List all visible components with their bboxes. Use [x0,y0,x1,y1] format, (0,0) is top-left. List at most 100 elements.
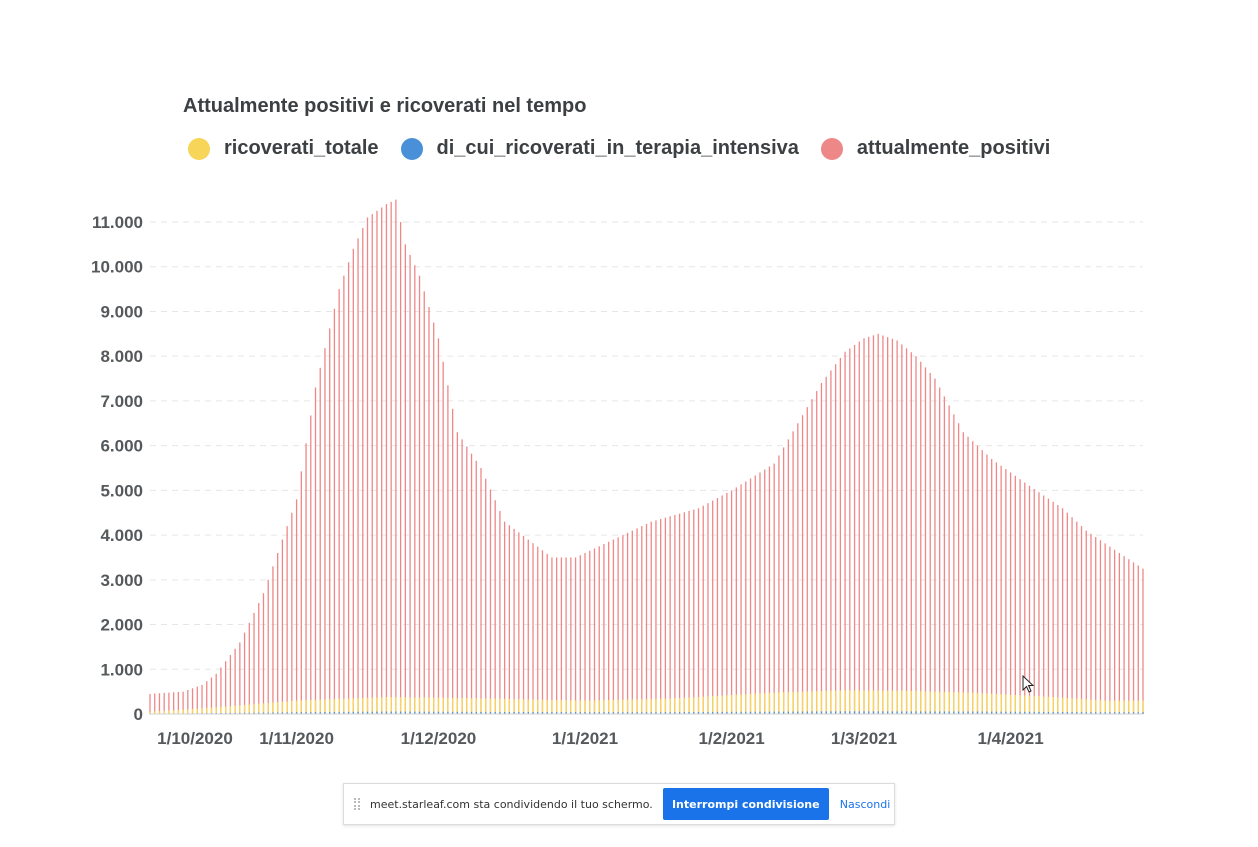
bar-attualmente_positivi [759,472,761,714]
bar-attualmente_positivi [461,439,463,714]
bar-di_cui_ricoverati_in_terapia_intensiva [1118,712,1121,714]
bar-ricoverati_totale [456,698,459,714]
bar-di_cui_ricoverati_in_terapia_intensiva [598,712,600,714]
bar-ricoverati_totale [1128,700,1130,714]
bar-attualmente_positivi [314,387,317,714]
bar-di_cui_ricoverati_in_terapia_intensiva [1085,712,1087,714]
bar-attualmente_positivi [584,552,586,714]
bar-ricoverati_totale [844,690,846,714]
bar-attualmente_positivi [352,248,354,714]
bar-di_cui_ricoverati_in_terapia_intensiva [229,712,232,714]
bar-attualmente_positivi [229,654,232,714]
bar-di_cui_ricoverati_in_terapia_intensiva [527,712,529,714]
bar-attualmente_positivi [1142,568,1144,714]
bar-ricoverati_totale [527,699,529,714]
bar-di_cui_ricoverati_in_terapia_intensiva [258,712,260,714]
bar-attualmente_positivi [641,526,643,714]
bar-ricoverati_totale [314,699,317,714]
bar-di_cui_ricoverati_in_terapia_intensiva [929,711,931,714]
stop-sharing-button[interactable]: Interrompi condivisione [662,788,829,820]
drag-handle-icon[interactable] [354,798,360,810]
bar-attualmente_positivi [882,335,884,714]
bar-di_cui_ricoverati_in_terapia_intensiva [461,711,463,714]
bar-ricoverati_totale [976,692,979,714]
bar-ricoverati_totale [541,699,544,714]
bar-di_cui_ricoverati_in_terapia_intensiva [385,711,388,714]
bar-di_cui_ricoverati_in_terapia_intensiva [1095,712,1097,714]
bar-ricoverati_totale [168,710,170,714]
bar-di_cui_ricoverati_in_terapia_intensiva [1028,711,1031,714]
y-tick-label: 10.000 [91,258,143,277]
bar-di_cui_ricoverati_in_terapia_intensiva [740,711,742,714]
bar-di_cui_ricoverati_in_terapia_intensiva [428,711,430,714]
bar-di_cui_ricoverati_in_terapia_intensiva [669,712,671,714]
bar-attualmente_positivi [891,338,894,714]
bar-attualmente_positivi [1137,565,1139,714]
bar-di_cui_ricoverati_in_terapia_intensiva [442,711,444,714]
bar-ricoverati_totale [948,692,950,714]
bar-ricoverati_totale [891,690,894,714]
bar-di_cui_ricoverati_in_terapia_intensiva [437,711,440,714]
hide-link[interactable]: Nascondi [839,797,891,811]
bar-ricoverati_totale [433,697,435,714]
bar-attualmente_positivi [428,306,430,714]
bar-ricoverati_totale [518,699,520,714]
y-tick-label: 8.000 [100,347,143,366]
bar-attualmente_positivi [735,487,737,714]
bar-ricoverati_totale [967,692,969,714]
bar-ricoverati_totale [934,691,936,714]
bar-attualmente_positivi [991,459,993,714]
bar-attualmente_positivi [863,338,865,714]
bar-ricoverati_totale [191,708,194,714]
bar-ricoverati_totale [905,690,908,714]
bar-ricoverati_totale [778,692,780,714]
bar-ricoverati_totale [376,697,378,714]
bar-attualmente_positivi [475,460,477,714]
bar-attualmente_positivi [683,512,685,714]
bar-attualmente_positivi [210,677,213,714]
bar-ricoverati_totale [858,690,860,714]
bar-ricoverati_totale [556,699,558,714]
bar-attualmente_positivi [1033,489,1035,714]
bar-attualmente_positivi [688,510,690,714]
legend-item-attualmente-positivi[interactable]: attualmente_positivi [820,137,1050,160]
bar-attualmente_positivi [858,341,860,714]
bar-ricoverati_totale [593,700,596,714]
bar-di_cui_ricoverati_in_terapia_intensiva [295,712,298,714]
bar-di_cui_ricoverati_in_terapia_intensiva [489,711,492,714]
bar-di_cui_ricoverati_in_terapia_intensiva [404,711,406,714]
legend-item-ricoverati-totale[interactable]: ricoverati_totale [188,137,379,160]
bar-attualmente_positivi [390,201,392,714]
bar-ricoverati_totale [650,698,652,714]
bar-di_cui_ricoverati_in_terapia_intensiva [376,711,378,714]
bar-di_cui_ricoverati_in_terapia_intensiva [314,712,317,714]
x-tick-label: 1/1/2021 [552,729,618,748]
bar-di_cui_ricoverati_in_terapia_intensiva [1137,712,1139,714]
bar-di_cui_ricoverati_in_terapia_intensiva [764,711,766,714]
bar-di_cui_ricoverati_in_terapia_intensiva [863,711,865,714]
bar-attualmente_positivi [868,336,870,714]
bar-ricoverati_totale [910,690,912,714]
legend-label: ricoverati_totale [224,137,379,159]
bar-ricoverati_totale [1000,694,1002,714]
bar-attualmente_positivi [650,521,652,714]
bar-ricoverati_totale [565,700,567,714]
bar-ricoverati_totale [816,691,818,714]
bar-di_cui_ricoverati_in_terapia_intensiva [626,712,629,714]
legend-item-terapia-intensiva[interactable]: di_cui_ricoverati_in_terapia_intensiva [400,137,799,160]
bar-attualmente_positivi [1005,469,1007,714]
bar-attualmente_positivi [503,521,506,714]
bar-di_cui_ricoverati_in_terapia_intensiva [1132,712,1135,714]
bar-ricoverati_totale [347,698,350,714]
bar-ricoverati_totale [1132,700,1135,714]
bar-ricoverati_totale [329,699,331,714]
bar-ricoverati_totale [712,696,714,714]
bar-attualmente_positivi [972,441,974,714]
bar-ricoverati_totale [693,697,695,714]
bar-di_cui_ricoverati_in_terapia_intensiva [243,712,246,714]
bar-attualmente_positivi [494,500,496,714]
bar-di_cui_ricoverati_in_terapia_intensiva [716,711,719,714]
bar-di_cui_ricoverati_in_terapia_intensiva [366,711,369,714]
bar-ricoverati_totale [1104,700,1106,714]
bar-di_cui_ricoverati_in_terapia_intensiva [811,711,813,714]
